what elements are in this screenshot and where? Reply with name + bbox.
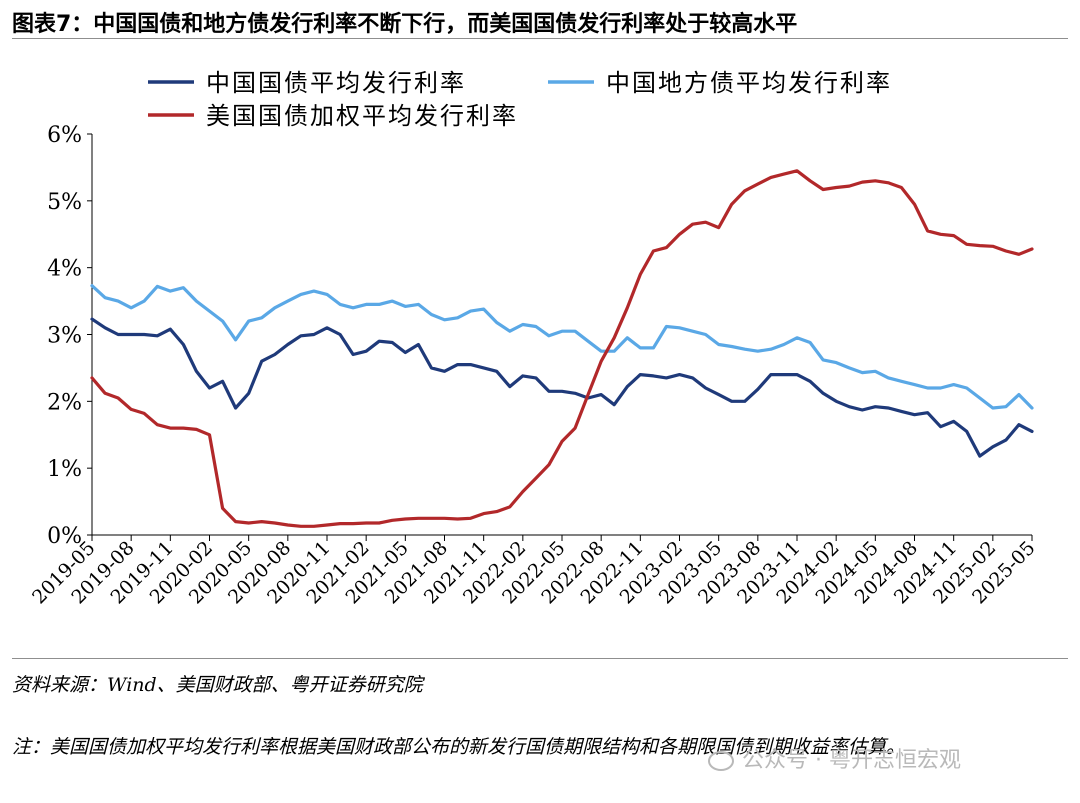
series-line-3 <box>90 169 1034 528</box>
series-line-2 <box>90 284 1034 410</box>
y-tick-label: 2% <box>47 390 82 415</box>
source-note: 资料来源：Wind、美国财政部、粤开证券研究院 <box>12 674 423 696</box>
y-tick-label: 4% <box>47 257 82 282</box>
y-tick-label: 5% <box>47 190 82 215</box>
wechat-logo-icon <box>708 751 734 771</box>
y-tick-label: 6% <box>47 123 82 148</box>
legend-label-3: 美国国债加权平均发行利率 <box>206 102 518 130</box>
series-line-1 <box>90 317 1034 458</box>
legend-label-1: 中国国债平均发行利率 <box>206 69 466 97</box>
footnote: 注：美国国债加权平均发行利率根据美国财政部公布的新发行国债期限结构和各期限国债到… <box>12 736 906 758</box>
y-axis: 0% 1% 2% 3% 4% 5% 6% <box>47 123 93 549</box>
watermark-text: 公众号 · 粤开志恒宏观 <box>742 748 961 773</box>
x-axis: 2019-052019-082019-112020-022020-052020-… <box>28 534 1040 608</box>
chart-series <box>90 169 1034 528</box>
watermark: 公众号 · 粤开志恒宏观 <box>708 742 961 774</box>
y-tick-label: 1% <box>47 457 82 482</box>
legend-label-2: 中国地方债平均发行利率 <box>606 69 892 97</box>
footer-divider <box>12 658 1068 659</box>
y-tick-label: 0% <box>47 524 82 549</box>
figure-title: 图表7：中国国债和地方债发行利率不断下行，而美国国债发行利率处于较高水平 <box>12 12 798 37</box>
y-tick-label: 3% <box>47 324 82 349</box>
title-divider <box>12 38 1068 39</box>
